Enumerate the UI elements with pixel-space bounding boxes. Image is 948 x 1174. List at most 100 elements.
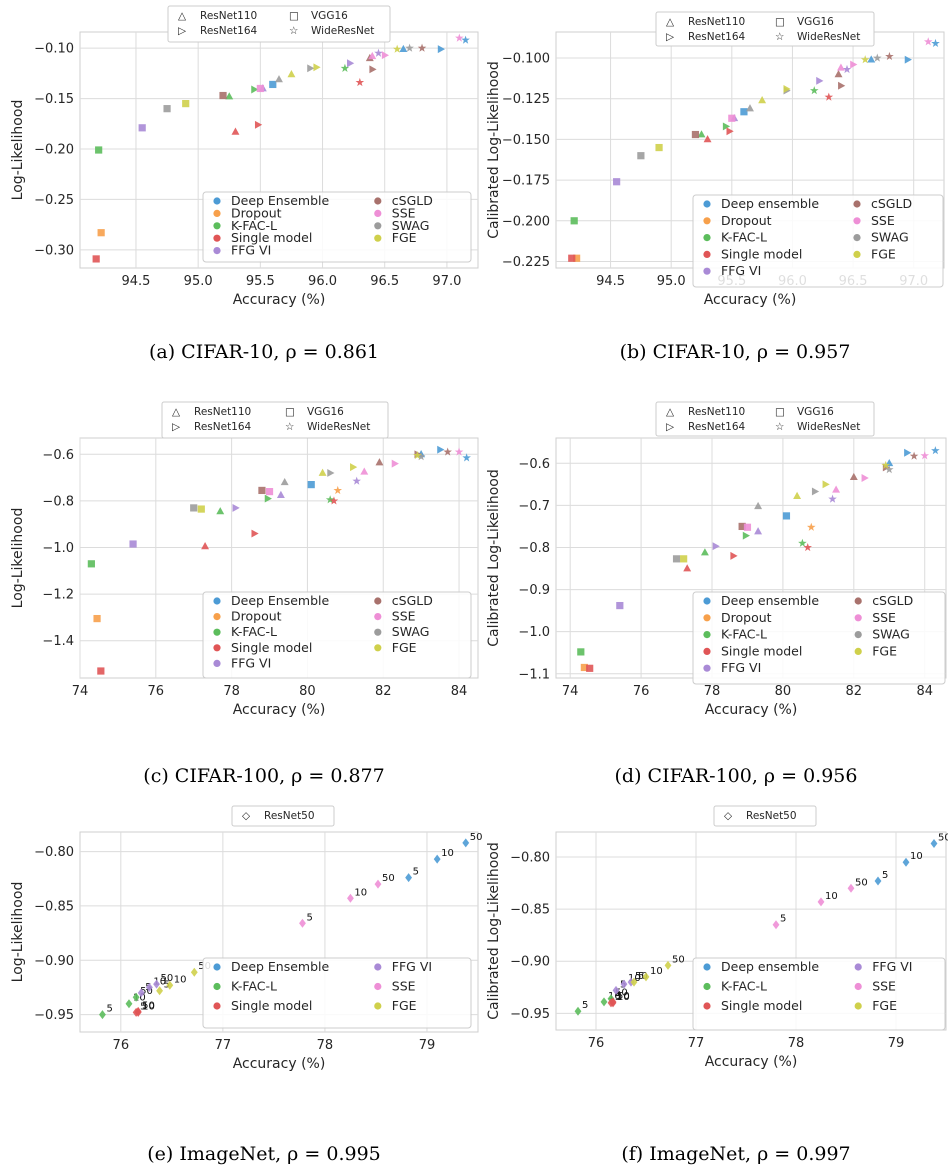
legend-method-label: SWAG <box>392 624 430 639</box>
chart-panel-1: 94.5 95.0 95.5 96.0 96.5 97.0 −0.10 −0.15 −0.20 −… <box>10 5 479 363</box>
y-tick-label: −0.90 <box>510 955 550 970</box>
legend-swatch <box>854 982 862 991</box>
x-axis-label: Accuracy (%) <box>705 702 798 718</box>
legend-swatch <box>854 647 862 656</box>
data-point <box>798 538 807 547</box>
data-point <box>355 77 365 87</box>
legend-marker-icon: △ <box>666 16 675 28</box>
data-point <box>265 487 274 496</box>
legend-marker-icon: □ <box>775 406 785 418</box>
chart-panel-6: 76 77 78 79 −0.80 −0.85 −0.90 −0.95 Accuracy (%)… <box>486 805 948 1165</box>
chart-panel-2: 94.595.095.596.096.597.0−0.100−0.125−0.1… <box>486 11 945 363</box>
legend-method-label: Deep ensemble <box>721 959 819 974</box>
legend-architecture-label: ResNet110 <box>200 10 257 22</box>
data-point <box>904 448 912 457</box>
legend-method-label: FFG VI <box>721 660 761 675</box>
data-point <box>672 555 681 563</box>
data-point <box>881 460 891 470</box>
legend-method-label: Dropout <box>721 213 772 228</box>
y-tick-label: −0.90 <box>34 954 74 969</box>
data-point <box>166 980 174 990</box>
point-label: 50 <box>855 877 868 888</box>
y-tick-label: −0.10 <box>34 42 74 57</box>
y-axis-label: Log-Likelihood <box>10 508 26 609</box>
data-point <box>369 65 377 74</box>
x-axis-label: Accuracy (%) <box>705 1054 798 1070</box>
data-point <box>930 838 938 848</box>
legend-marker-icon: ☆ <box>775 421 784 433</box>
panel-caption: (b) CIFAR-10, ρ = 0.957 <box>620 341 851 363</box>
point-label: 50 <box>140 986 153 997</box>
data-point <box>216 507 225 515</box>
legend-method-label: K-FAC-L <box>721 230 767 245</box>
data-point <box>742 531 751 540</box>
data-point <box>299 918 306 928</box>
data-point <box>190 967 198 977</box>
legend-method-label: FGE <box>872 643 897 658</box>
data-point <box>264 494 272 503</box>
data-point <box>655 143 663 152</box>
legend-method-label: FFG VI <box>872 959 912 974</box>
point-label: 10 <box>174 974 187 985</box>
data-point <box>809 86 819 95</box>
legend-swatch <box>854 614 862 622</box>
data-point <box>258 486 266 495</box>
data-point <box>822 480 830 489</box>
data-point <box>333 485 343 495</box>
legend-method-label: FGE <box>392 640 417 655</box>
legend-method-label: SSE <box>872 610 896 625</box>
legend-swatch <box>374 613 382 621</box>
y-tick-label: −0.20 <box>34 142 74 157</box>
data-point <box>129 540 137 548</box>
legend-method-label: SSE <box>871 213 895 228</box>
point-label: 5 <box>413 867 419 878</box>
chart-panel-5: 76 77 78 79 −0.80 −0.85 −0.90 −0.95 Accuracy (%)… <box>10 805 482 1165</box>
data-point <box>360 467 369 475</box>
data-point <box>874 876 882 886</box>
legend-swatch <box>213 1002 221 1010</box>
legend-swatch <box>374 1002 382 1010</box>
data-point <box>132 992 140 1002</box>
architecture-legend <box>655 401 875 437</box>
data-markers <box>87 445 471 675</box>
methods-legend <box>692 957 946 1031</box>
data-point <box>95 146 103 154</box>
legend-marker-icon: ☆ <box>285 421 294 433</box>
legend-architecture-label: WideResNet <box>797 31 860 43</box>
legend-swatch <box>853 217 861 225</box>
data-point <box>570 217 578 225</box>
point-label: 10 <box>650 966 663 977</box>
y-tick-label: −0.175 <box>502 174 550 189</box>
data-point <box>153 979 160 989</box>
legend-swatch <box>374 982 382 991</box>
data-point <box>803 542 813 552</box>
data-markers <box>577 446 940 672</box>
data-point <box>87 560 95 568</box>
legend-method-label: Deep Ensemble <box>231 959 330 974</box>
legend-swatch <box>374 197 382 205</box>
data-point <box>816 76 824 85</box>
legend-architecture-label: WideResNet <box>307 421 370 433</box>
data-point <box>842 64 852 74</box>
data-point <box>793 491 802 499</box>
legend-swatch <box>854 1002 862 1010</box>
legend-swatch <box>374 628 382 636</box>
data-point <box>700 548 709 556</box>
x-tick-label: 82 <box>375 684 392 699</box>
point-label: 10 <box>441 848 454 859</box>
x-tick-label: 82 <box>846 684 863 699</box>
data-point <box>772 920 780 930</box>
legend-marker-icon: ▷ <box>666 421 675 433</box>
data-point <box>251 529 259 538</box>
data-markers <box>568 37 940 262</box>
y-tick-label: −0.85 <box>510 903 550 918</box>
legend-swatch <box>854 597 862 605</box>
data-point <box>254 120 263 129</box>
data-point <box>600 997 608 1007</box>
data-point <box>156 986 164 996</box>
y-tick-label: −0.8 <box>42 494 74 509</box>
data-point <box>92 255 100 263</box>
legend-method-label: K-FAC-L <box>231 979 277 994</box>
point-label: 10 <box>153 976 166 987</box>
data-point <box>746 104 754 112</box>
